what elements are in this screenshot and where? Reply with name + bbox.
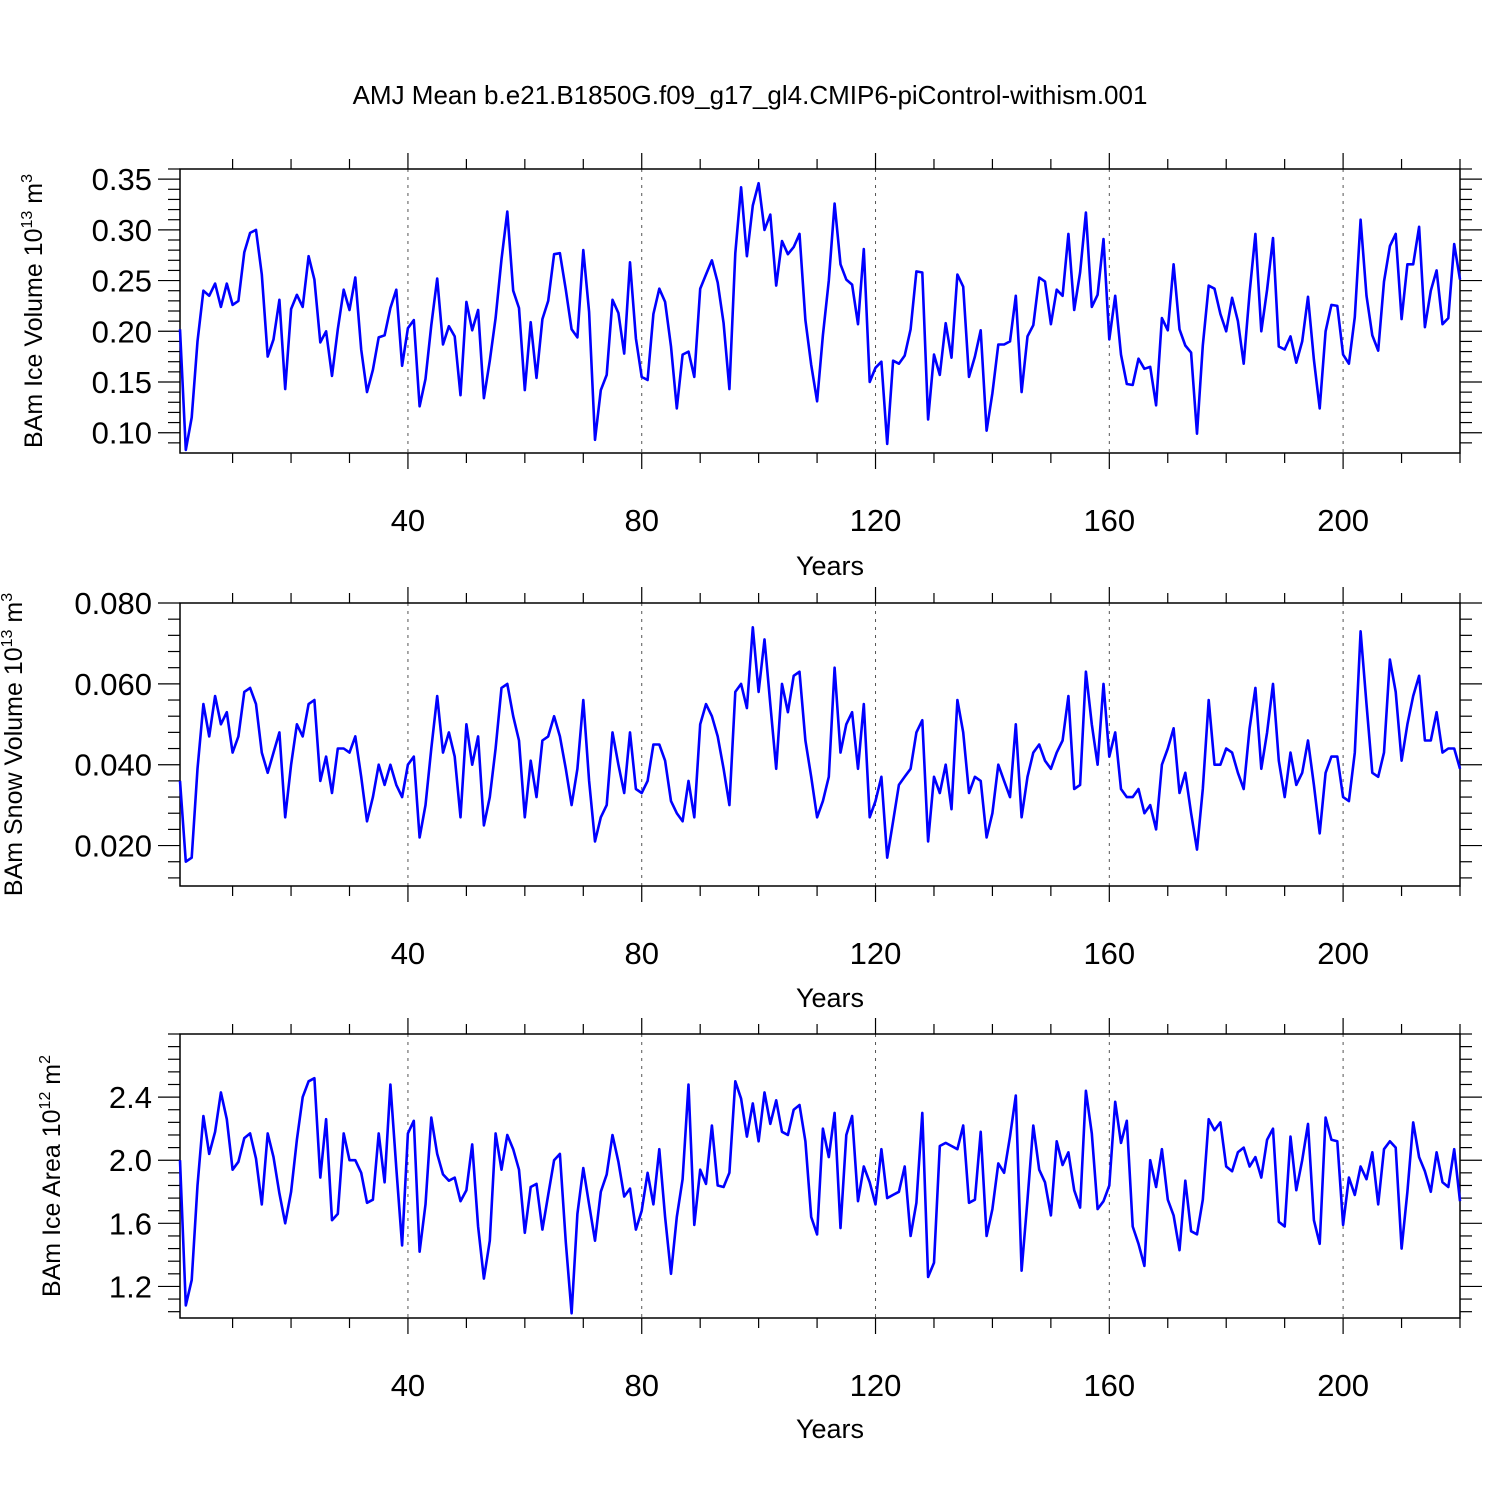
x-tick-label: 160 xyxy=(1083,936,1135,971)
y-axis-label-part: m xyxy=(20,183,48,211)
y-tick-label: 1.2 xyxy=(109,1269,152,1304)
y-tick-label: 1.6 xyxy=(109,1206,152,1241)
snow-volume-series-line xyxy=(178,625,1462,864)
y-axis-label-part: 12 xyxy=(37,1092,54,1110)
y-axis-label: BAm Ice Area 1012 m2 xyxy=(37,1055,66,1297)
y-axis-label-part: BAm Ice Area 10 xyxy=(38,1109,66,1297)
y-axis-label: BAm Snow Volume 1013 m3 xyxy=(0,593,28,896)
y-axis-label-part: 2 xyxy=(37,1055,54,1064)
x-tick-label: 200 xyxy=(1317,503,1369,538)
y-axis-label-part: BAm Ice Volume 10 xyxy=(20,228,48,448)
plot-frame xyxy=(179,168,1461,454)
y-axis-label-part: m xyxy=(0,602,28,630)
x-axis-label: Years xyxy=(796,983,864,1013)
x-tick-label: 160 xyxy=(1083,1368,1135,1403)
snow-volume-panel: 0.020 0.040 0.060 0.080 40 80 120 160 200 Years BA… xyxy=(0,586,1482,1013)
y-tick-label: 0.10 xyxy=(92,416,152,451)
y-axis-label-part: 3 xyxy=(19,174,36,183)
chart-title: AMJ Mean b.e21.B1850G.f09_g17_gl4.CMIP6-… xyxy=(352,80,1148,110)
y-tick-label: 0.35 xyxy=(92,162,152,197)
y-axis-label-part: 13 xyxy=(19,211,36,229)
y-tick-label: 0.15 xyxy=(92,365,152,400)
y-tick-label: 0.080 xyxy=(74,586,152,621)
y-axis-label-part: BAm Snow Volume 10 xyxy=(0,647,28,896)
x-tick-label: 80 xyxy=(624,936,658,971)
ice-area-panel: 1.2 1.6 2.0 2.4 40 80 120 160 200 Years BAm Ice Ar… xyxy=(37,1018,1482,1444)
y-tick-label: 0.060 xyxy=(74,667,152,702)
ice-volume-panel: 0.10 0.15 0.20 0.25 0.30 0.35 40 80 120 160 200 Yea… xyxy=(19,153,1482,581)
x-tick-label: 80 xyxy=(624,503,658,538)
ice-area-series-line xyxy=(178,1076,1462,1315)
y-tick-label: 2.0 xyxy=(109,1143,152,1178)
ice-volume-series-line xyxy=(178,181,1462,452)
x-tick-label: 120 xyxy=(850,503,902,538)
x-tick-label: 160 xyxy=(1083,503,1135,538)
y-tick-label: 2.4 xyxy=(109,1080,152,1115)
y-axis-label-part: 13 xyxy=(0,629,16,647)
x-tick-label: 40 xyxy=(391,936,425,971)
x-tick-label: 200 xyxy=(1317,936,1369,971)
x-tick-label: 40 xyxy=(391,503,425,538)
x-tick-label: 40 xyxy=(391,1368,425,1403)
x-tick-label: 120 xyxy=(850,936,902,971)
x-tick-label: 120 xyxy=(850,1368,902,1403)
y-tick-label: 0.020 xyxy=(74,829,152,864)
x-axis-label: Years xyxy=(796,1414,864,1444)
x-axis-label: Years xyxy=(796,551,864,581)
x-tick-label: 80 xyxy=(624,1368,658,1403)
plot-frame xyxy=(179,602,1461,887)
y-tick-label: 0.25 xyxy=(92,264,152,299)
y-axis-label-part: m xyxy=(38,1064,66,1092)
y-tick-label: 0.20 xyxy=(92,314,152,349)
x-tick-label: 200 xyxy=(1317,1368,1369,1403)
y-tick-label: 0.30 xyxy=(92,213,152,248)
y-tick-label: 0.040 xyxy=(74,748,152,783)
y-axis-label-part: 3 xyxy=(0,593,16,602)
y-axis-label: BAm Ice Volume 1013 m3 xyxy=(19,174,48,448)
